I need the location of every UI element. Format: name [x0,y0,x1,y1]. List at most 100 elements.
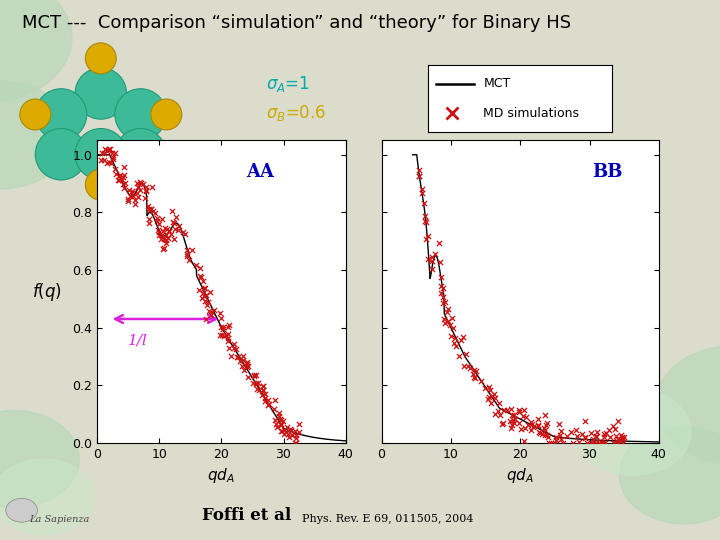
Point [282,430,294,438]
X-axis label: $qd_A$: $qd_A$ [207,466,235,485]
Point [157,245,168,254]
Point [102,146,114,154]
Point [539,411,551,420]
Point [506,411,518,420]
Point [123,186,135,195]
Point [198,292,210,300]
Point [196,293,207,302]
Point [419,212,431,220]
Circle shape [0,81,72,189]
Point [242,361,253,370]
Point [446,313,458,322]
Point [208,306,220,315]
Point [469,366,480,374]
Point [228,344,239,353]
Point [186,246,198,254]
Point [612,417,624,426]
Point [607,421,618,430]
Point [250,380,261,388]
Point [598,430,610,438]
Point [495,410,506,419]
Point [145,205,157,213]
Point [557,438,568,447]
Point [286,431,297,440]
Point [544,438,555,447]
Point [145,205,156,213]
Point [590,432,602,441]
Point [117,176,128,184]
Point [604,433,616,442]
Circle shape [151,99,181,130]
Point [181,249,193,258]
Text: BB: BB [593,163,623,181]
Point [612,434,624,443]
Point [258,382,269,391]
Point [269,395,281,404]
Point [241,363,253,372]
Point [608,438,619,447]
Point [222,329,234,338]
Point [107,148,118,157]
Point [539,431,551,440]
Text: MD simulations: MD simulations [484,107,580,120]
Point [271,420,282,428]
Point [436,289,447,298]
Point [599,438,611,447]
Point [538,424,549,433]
Point [483,393,495,401]
Point [109,165,121,173]
Point [274,411,285,420]
Point [205,311,217,320]
Point [441,308,453,316]
Point [271,423,283,431]
Point [149,208,161,217]
Point [534,429,546,437]
Point [612,438,624,447]
Point [469,374,480,382]
Text: MCT ---  Comparison “simulation” and “theory” for Binary HS: MCT --- Comparison “simulation” and “the… [22,14,571,31]
Point [167,218,179,226]
Point [509,415,521,424]
Point [285,426,297,434]
Point [96,149,107,158]
Point [281,428,292,436]
Point [513,418,524,427]
Point [222,336,234,345]
Point [554,430,565,439]
Point [223,320,235,329]
Point [147,206,158,215]
Point [274,409,285,417]
Point [140,193,151,202]
Point [177,228,189,237]
Point [479,384,490,393]
Point [150,213,162,222]
Point [132,193,144,201]
Point [120,179,131,187]
Point [216,330,228,339]
Point [595,438,607,447]
Point [147,183,158,191]
Point [251,379,262,387]
Point [132,179,143,188]
Point [493,398,505,407]
Point [104,145,115,153]
Point [515,424,526,433]
Point [228,340,240,348]
Point [143,201,154,210]
Point [276,427,288,435]
Point [278,430,289,439]
Point [105,159,117,167]
Point [413,166,425,174]
Point [251,370,262,379]
Point [420,216,431,225]
Point [156,215,168,224]
Point [153,231,165,240]
Point [278,425,289,434]
Point [181,252,192,260]
Point [446,331,457,340]
Point [289,427,300,435]
Point [140,186,152,195]
Point [444,321,456,329]
Point [567,438,579,447]
Point [276,427,287,436]
